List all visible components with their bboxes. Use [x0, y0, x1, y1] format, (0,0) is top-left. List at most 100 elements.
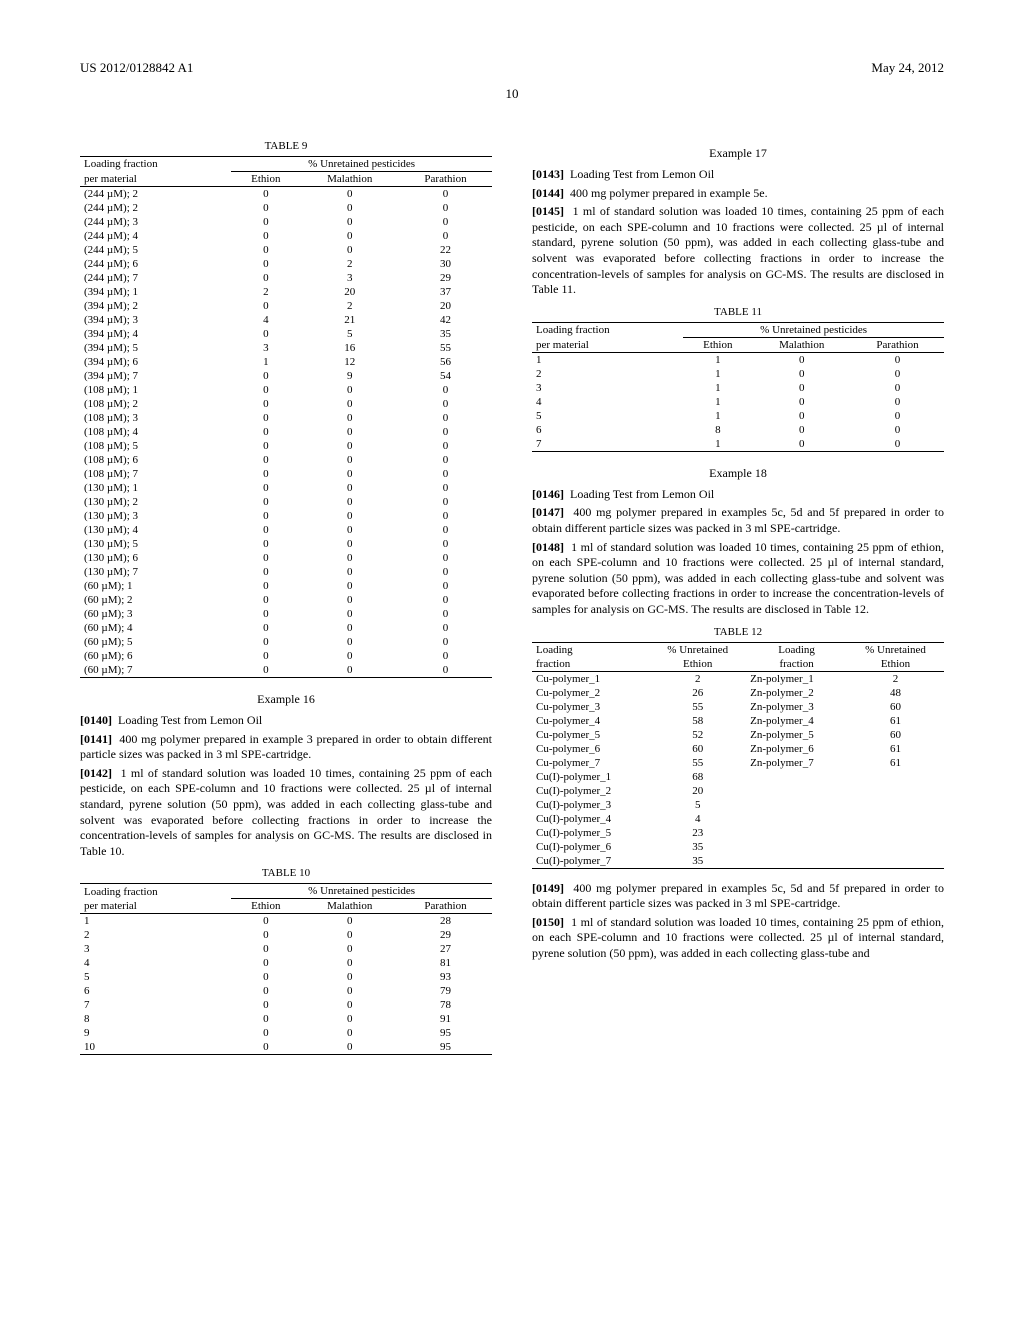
table-row: (130 µM); 4000: [80, 523, 492, 537]
table-cell: 0: [300, 397, 399, 411]
table-cell: 16: [300, 341, 399, 355]
table-row: Cu(I)-polymer_523: [532, 826, 944, 840]
table-cell: 0: [300, 984, 399, 998]
table-cell: 0: [231, 914, 300, 929]
table-cell: 0: [231, 998, 300, 1012]
table-row: (244 µM); 2000: [80, 187, 492, 202]
table-row: 2100: [532, 367, 944, 381]
table-cell: [746, 826, 847, 840]
table-cell: (130 µM); 5: [80, 537, 231, 551]
table-cell: 1: [683, 437, 752, 452]
table-row: Cu-polymer_660Zn-polymer_661: [532, 742, 944, 756]
t12-h2c4: Ethion: [847, 657, 944, 672]
table-cell: 0: [231, 928, 300, 942]
table-cell: 0: [300, 523, 399, 537]
table-cell: 28: [399, 914, 492, 929]
table-cell: 0: [231, 481, 300, 495]
text-0142: 1 ml of standard solution was loaded 10 …: [80, 766, 492, 858]
table-cell: 5: [649, 798, 746, 812]
table-cell: 0: [231, 439, 300, 453]
table-cell: Cu-polymer_1: [532, 671, 649, 686]
table-cell: 2: [80, 928, 231, 942]
table-cell: 0: [231, 1040, 300, 1055]
table-cell: [847, 840, 944, 854]
table-cell: 0: [300, 635, 399, 649]
table-row: (394 µM); 40535: [80, 327, 492, 341]
table-cell: [847, 826, 944, 840]
t12-h1c2: % Unretained: [649, 642, 746, 657]
table-cell: 0: [231, 257, 300, 271]
table-cell: 0: [300, 537, 399, 551]
table9-caption: TABLE 9: [80, 140, 492, 152]
table-cell: [847, 812, 944, 826]
table-cell: 61: [847, 742, 944, 756]
table-cell: 0: [300, 439, 399, 453]
table-cell: (394 µM); 6: [80, 355, 231, 369]
table-cell: Cu-polymer_6: [532, 742, 649, 756]
table-cell: [746, 798, 847, 812]
table-cell: (244 µM); 5: [80, 243, 231, 257]
table-cell: 0: [231, 509, 300, 523]
num-0140: [0140]: [80, 713, 112, 727]
table-cell: 52: [649, 728, 746, 742]
table-cell: (108 µM); 6: [80, 453, 231, 467]
table-cell: 79: [399, 984, 492, 998]
table-cell: (130 µM); 2: [80, 495, 231, 509]
table-cell: 4: [649, 812, 746, 826]
table-cell: Cu-polymer_4: [532, 714, 649, 728]
table-cell: 0: [300, 607, 399, 621]
table-cell: 3: [300, 271, 399, 285]
num-0147: [0147]: [532, 505, 564, 519]
table-cell: Cu(I)-polymer_1: [532, 770, 649, 784]
table-cell: 0: [231, 621, 300, 635]
table12: Loading % Unretained Loading % Unretaine…: [532, 642, 944, 869]
table-row: Cu(I)-polymer_735: [532, 854, 944, 869]
table-cell: Cu(I)-polymer_4: [532, 812, 649, 826]
table-cell: 0: [300, 467, 399, 481]
t12-h2c1: fraction: [532, 657, 649, 672]
table-cell: 5: [532, 409, 683, 423]
table-cell: 0: [300, 956, 399, 970]
table-cell: (394 µM); 7: [80, 369, 231, 383]
table-row: (60 µM); 6000: [80, 649, 492, 663]
text-0143: Loading Test from Lemon Oil: [570, 167, 714, 181]
text-0149: 400 mg polymer prepared in examples 5c, …: [532, 881, 944, 911]
table-cell: 10: [80, 1040, 231, 1055]
table-cell: 0: [851, 395, 944, 409]
table-cell: 5: [80, 970, 231, 984]
table-cell: 0: [399, 383, 492, 397]
table-row: 5100: [532, 409, 944, 423]
table-cell: (244 µM); 4: [80, 229, 231, 243]
right-column: Example 17 [0143] Loading Test from Lemo…: [532, 132, 944, 1067]
table-cell: 3: [231, 341, 300, 355]
table-cell: 0: [231, 187, 300, 202]
table-row: (60 µM); 5000: [80, 635, 492, 649]
num-0148: [0148]: [532, 540, 564, 554]
table-row: (130 µM); 7000: [80, 565, 492, 579]
t9-col-parathion: Parathion: [399, 172, 492, 187]
table-cell: 0: [231, 579, 300, 593]
table-cell: 0: [300, 621, 399, 635]
table-cell: 0: [231, 942, 300, 956]
para-0146: [0146] Loading Test from Lemon Oil: [532, 487, 944, 503]
table-row: 6800: [532, 423, 944, 437]
table-cell: 0: [231, 397, 300, 411]
table-cell: 0: [300, 481, 399, 495]
table-cell: 0: [399, 635, 492, 649]
table-row: 100095: [80, 1040, 492, 1055]
para-0140: [0140] Loading Test from Lemon Oil: [80, 713, 492, 729]
t11-col-malathion: Malathion: [752, 337, 851, 352]
table-cell: (108 µM); 3: [80, 411, 231, 425]
table-row: Cu(I)-polymer_35: [532, 798, 944, 812]
table-cell: 0: [752, 352, 851, 367]
table-cell: 93: [399, 970, 492, 984]
table-cell: 0: [300, 201, 399, 215]
table-cell: 0: [231, 215, 300, 229]
table-row: (130 µM); 5000: [80, 537, 492, 551]
table-cell: (60 µM); 6: [80, 649, 231, 663]
table-cell: 0: [300, 411, 399, 425]
table-cell: 7: [80, 998, 231, 1012]
table-cell: (130 µM); 1: [80, 481, 231, 495]
table-row: (108 µM); 7000: [80, 467, 492, 481]
text-0148: 1 ml of standard solution was loaded 10 …: [532, 540, 944, 616]
